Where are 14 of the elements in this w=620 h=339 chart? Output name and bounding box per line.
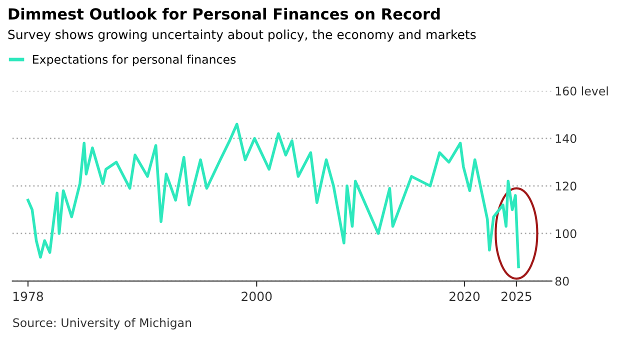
legend-label: Expectations for personal finances — [33, 54, 236, 66]
y-tick-label: 140 — [556, 134, 576, 144]
x-tick-label: 2025 — [501, 292, 532, 302]
line-series — [26, 122, 520, 268]
chart-title: Dimmest Outlook for Personal Finances on Record — [8, 8, 440, 20]
y-tick-label: 100 — [556, 229, 576, 238]
y-tick-label: 120 — [556, 182, 576, 191]
x-tick-label: 2000 — [242, 292, 272, 302]
chart-subtitle: Survey shows growing uncertainty about policy, the economy and markets — [8, 30, 476, 42]
source-note: Source: University of Michigan — [13, 318, 192, 330]
y-tick-label: 80 — [555, 276, 569, 286]
y-tick-label: 160 level — [556, 86, 608, 96]
x-tick-label: 2020 — [450, 292, 480, 302]
x-tick-label: 1978 — [13, 292, 44, 302]
